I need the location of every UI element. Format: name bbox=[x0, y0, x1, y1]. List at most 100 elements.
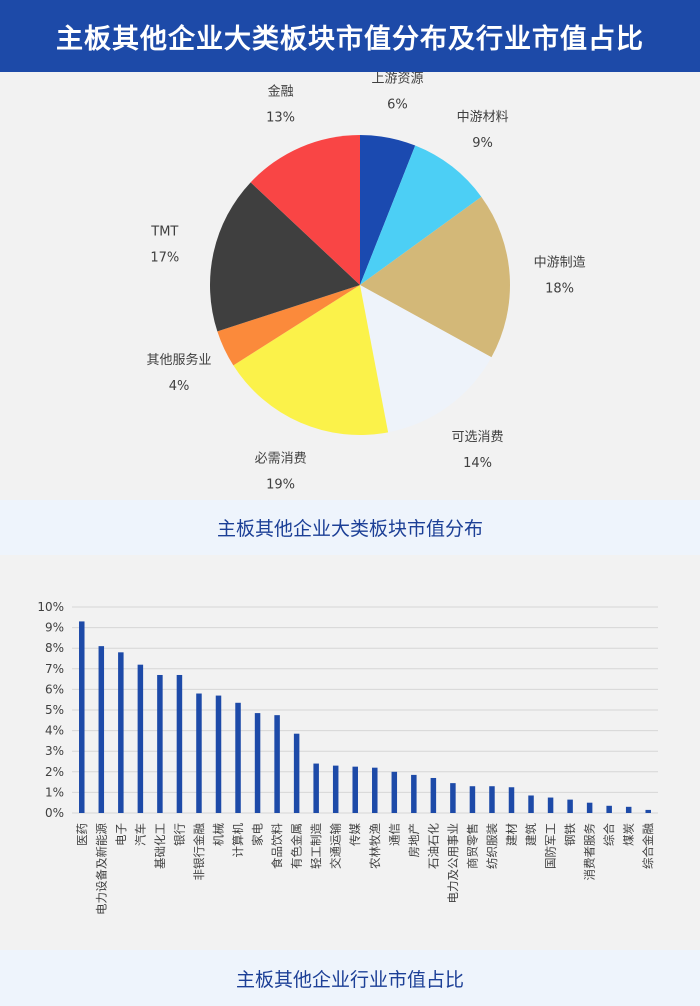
bar-chart-caption-text: 主板其他企业行业市值占比 bbox=[235, 968, 464, 991]
y-tick-label: 4% bbox=[45, 724, 64, 738]
pie-slice bbox=[360, 145, 482, 285]
pie-slice bbox=[360, 135, 416, 285]
pie-slice bbox=[360, 196, 510, 358]
bar bbox=[645, 809, 651, 813]
x-tick-label: 建材 bbox=[505, 823, 519, 846]
bar bbox=[157, 674, 163, 813]
pie-slice-percent: 6% bbox=[387, 98, 408, 113]
x-tick-label: 国防军工 bbox=[544, 823, 558, 869]
pie-slice-label: 中游材料 bbox=[457, 110, 509, 125]
pie-slice-label: 可选消费 bbox=[452, 430, 504, 445]
y-tick-label: 10% bbox=[37, 600, 64, 614]
bar bbox=[235, 702, 241, 813]
pie-chart-caption-text: 主板其他企业大类板块市值分布 bbox=[216, 518, 483, 540]
x-tick-label: 家电 bbox=[251, 823, 265, 846]
pie-slice-percent: 4% bbox=[169, 379, 190, 394]
pie-slice-percent: 17% bbox=[150, 250, 179, 265]
bar bbox=[215, 695, 222, 813]
pie-slice bbox=[217, 285, 360, 366]
x-tick-label: 建筑 bbox=[524, 823, 538, 846]
x-tick-label: 传媒 bbox=[348, 823, 362, 846]
y-tick-label: 7% bbox=[45, 662, 64, 676]
page-title: 主板其他企业大类板块市值分布及行业市值占比 bbox=[56, 23, 644, 55]
bar-chart: 0% 1% 2% 3% 4% 5% 6% 7% 8% 9% 10% 医药 电力设备及新能源 电子 汽车 基础化… bbox=[37, 600, 658, 915]
x-tick-label: 房地产 bbox=[407, 823, 421, 858]
x-tick-label: 电力设备及新能源 bbox=[94, 823, 108, 915]
x-tick-label: 基础化工 bbox=[153, 823, 167, 869]
bar bbox=[391, 771, 398, 813]
pie-chart: 上游资源 6% 中游材料 9% 中游制造 18% 可选消费 14% 必需消费 19% 其他服务业 4%… bbox=[147, 72, 586, 493]
x-tick-label: 综合金融 bbox=[641, 823, 655, 869]
bar bbox=[625, 806, 632, 813]
pie-slice bbox=[210, 182, 360, 332]
bar bbox=[508, 787, 515, 813]
x-tick-label: 有色金属 bbox=[290, 823, 304, 869]
pie-slice-percent: 18% bbox=[545, 281, 574, 296]
bar bbox=[137, 664, 144, 813]
x-tick-label: 石油石化 bbox=[426, 823, 440, 869]
pie-chart-panel: 上游资源 6% 中游材料 9% 中游制造 18% 可选消费 14% 必需消费 19% 其他服务业 4%… bbox=[0, 72, 700, 500]
x-tick-label: 纺织服装 bbox=[485, 823, 499, 869]
x-tick-label: 轻工制造 bbox=[309, 823, 323, 869]
pie-slice-percent: 19% bbox=[266, 478, 295, 493]
bar bbox=[118, 652, 124, 813]
x-tick-label: 电子 bbox=[114, 823, 128, 846]
bar bbox=[430, 777, 437, 813]
x-tick-label: 计算机 bbox=[231, 823, 245, 858]
bar bbox=[79, 621, 85, 813]
bar bbox=[411, 774, 417, 813]
y-tick-label: 6% bbox=[45, 682, 64, 696]
pie-slice-label: 中游制造 bbox=[534, 255, 586, 270]
bar-chart-caption: 主板其他企业行业市值占比 bbox=[0, 950, 700, 1006]
bar bbox=[606, 805, 612, 813]
bar bbox=[352, 766, 358, 813]
bar bbox=[489, 786, 495, 813]
bar bbox=[547, 797, 554, 813]
bar bbox=[254, 713, 261, 813]
y-tick-label: 0% bbox=[45, 806, 64, 820]
pie-slice-label: 其他服务业 bbox=[147, 352, 212, 368]
x-tick-label: 食品饮料 bbox=[270, 823, 284, 869]
bar bbox=[274, 715, 280, 813]
x-tick-label: 消费者服务 bbox=[583, 823, 597, 881]
x-tick-label: 通信 bbox=[387, 823, 401, 846]
pie-slice bbox=[233, 285, 389, 435]
bar bbox=[567, 799, 573, 813]
y-tick-label: 3% bbox=[45, 744, 64, 758]
y-tick-label: 9% bbox=[45, 621, 64, 635]
pie-slice-percent: 13% bbox=[266, 110, 295, 125]
pie-slice-label: TMT bbox=[150, 224, 178, 239]
x-tick-label: 钢铁 bbox=[563, 823, 577, 846]
x-tick-label: 煤炭 bbox=[622, 823, 636, 846]
bar bbox=[196, 693, 202, 813]
pie-chart-caption: 主板其他企业大类板块市值分布 bbox=[0, 500, 700, 555]
pie-slice-label: 金融 bbox=[268, 83, 294, 99]
header-banner: 主板其他企业大类板块市值分布及行业市值占比 bbox=[0, 0, 700, 72]
x-tick-label: 交通运输 bbox=[329, 823, 343, 869]
pie-slice-label: 必需消费 bbox=[255, 452, 307, 467]
bar bbox=[313, 763, 319, 813]
pie-slice-percent: 9% bbox=[472, 136, 493, 151]
y-tick-label: 1% bbox=[45, 785, 64, 799]
x-tick-label: 商贸零售 bbox=[465, 823, 479, 869]
x-tick-label: 电力及公用事业 bbox=[446, 823, 460, 904]
bar bbox=[586, 802, 593, 813]
y-tick-label: 2% bbox=[45, 765, 64, 779]
pie-slice bbox=[250, 135, 360, 285]
x-tick-label: 机械 bbox=[212, 823, 226, 846]
y-tick-label: 8% bbox=[45, 641, 64, 655]
pie-slice bbox=[360, 285, 492, 433]
x-tick-label: 非银行金融 bbox=[192, 823, 206, 881]
x-tick-label: 银行 bbox=[172, 823, 186, 846]
bar bbox=[293, 733, 300, 813]
x-tick-label: 综合 bbox=[602, 823, 616, 846]
bar bbox=[176, 674, 183, 813]
bar bbox=[332, 765, 339, 813]
x-tick-label: 农林牧渔 bbox=[368, 823, 382, 869]
x-tick-label: 医药 bbox=[75, 823, 89, 846]
bar bbox=[469, 786, 476, 813]
pie-slice-percent: 14% bbox=[463, 456, 492, 471]
bar bbox=[98, 646, 105, 813]
pie-slice-label: 上游资源 bbox=[371, 72, 423, 87]
y-tick-label: 5% bbox=[45, 703, 64, 717]
